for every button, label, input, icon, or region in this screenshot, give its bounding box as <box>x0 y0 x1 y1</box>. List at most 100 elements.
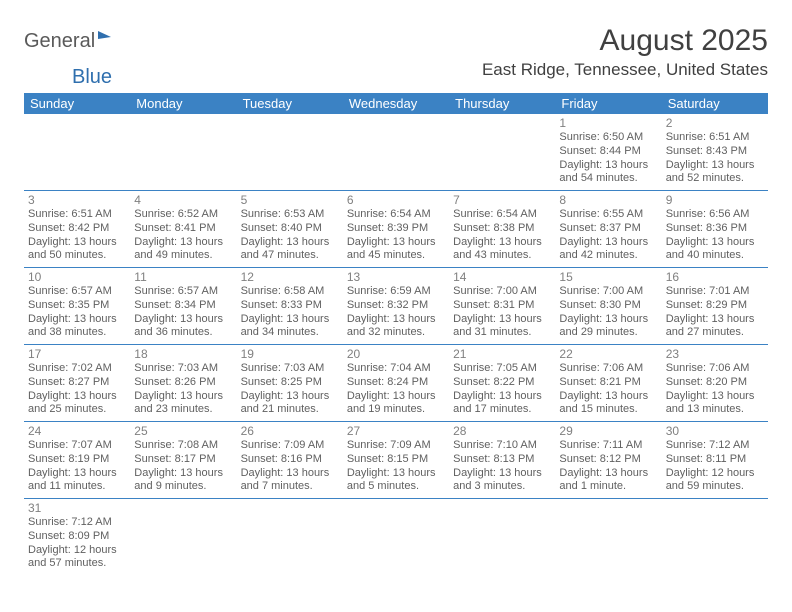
day-number: 20 <box>347 347 445 361</box>
calendar-day-cell <box>449 499 555 576</box>
day-info: Sunrise: 6:56 AMSunset: 8:36 PMDaylight:… <box>666 208 764 263</box>
day-number: 19 <box>241 347 339 361</box>
day-number: 9 <box>666 193 764 207</box>
calendar-day-cell: 27Sunrise: 7:09 AMSunset: 8:15 PMDayligh… <box>343 422 449 499</box>
day-number: 6 <box>347 193 445 207</box>
day-info: Sunrise: 6:57 AMSunset: 8:35 PMDaylight:… <box>28 285 126 340</box>
day-number: 3 <box>28 193 126 207</box>
calendar-day-cell: 26Sunrise: 7:09 AMSunset: 8:16 PMDayligh… <box>237 422 343 499</box>
day-number: 12 <box>241 270 339 284</box>
day-info: Sunrise: 7:12 AMSunset: 8:11 PMDaylight:… <box>666 439 764 494</box>
weekday-header: Wednesday <box>343 93 449 114</box>
calendar-day-cell: 1Sunrise: 6:50 AMSunset: 8:44 PMDaylight… <box>555 114 661 191</box>
day-info: Sunrise: 7:06 AMSunset: 8:21 PMDaylight:… <box>559 362 657 417</box>
calendar-day-cell: 10Sunrise: 6:57 AMSunset: 8:35 PMDayligh… <box>24 268 130 345</box>
day-info: Sunrise: 6:51 AMSunset: 8:43 PMDaylight:… <box>666 131 764 186</box>
calendar-day-cell: 21Sunrise: 7:05 AMSunset: 8:22 PMDayligh… <box>449 345 555 422</box>
calendar-day-cell: 31Sunrise: 7:12 AMSunset: 8:09 PMDayligh… <box>24 499 130 576</box>
day-info: Sunrise: 7:08 AMSunset: 8:17 PMDaylight:… <box>134 439 232 494</box>
day-number: 17 <box>28 347 126 361</box>
calendar-day-cell <box>449 114 555 191</box>
day-number: 24 <box>28 424 126 438</box>
calendar-day-cell: 22Sunrise: 7:06 AMSunset: 8:21 PMDayligh… <box>555 345 661 422</box>
day-info: Sunrise: 7:12 AMSunset: 8:09 PMDaylight:… <box>28 516 126 571</box>
calendar-day-cell <box>662 499 768 576</box>
day-number: 26 <box>241 424 339 438</box>
calendar-week-row: 24Sunrise: 7:07 AMSunset: 8:19 PMDayligh… <box>24 422 768 499</box>
day-number: 15 <box>559 270 657 284</box>
calendar-day-cell: 14Sunrise: 7:00 AMSunset: 8:31 PMDayligh… <box>449 268 555 345</box>
day-info: Sunrise: 7:09 AMSunset: 8:16 PMDaylight:… <box>241 439 339 494</box>
day-number: 5 <box>241 193 339 207</box>
day-info: Sunrise: 7:11 AMSunset: 8:12 PMDaylight:… <box>559 439 657 494</box>
calendar-week-row: 31Sunrise: 7:12 AMSunset: 8:09 PMDayligh… <box>24 499 768 576</box>
calendar-day-cell: 17Sunrise: 7:02 AMSunset: 8:27 PMDayligh… <box>24 345 130 422</box>
day-info: Sunrise: 7:07 AMSunset: 8:19 PMDaylight:… <box>28 439 126 494</box>
calendar-week-row: 1Sunrise: 6:50 AMSunset: 8:44 PMDaylight… <box>24 114 768 191</box>
calendar-day-cell <box>237 499 343 576</box>
weekday-header: Saturday <box>662 93 768 114</box>
day-info: Sunrise: 6:54 AMSunset: 8:38 PMDaylight:… <box>453 208 551 263</box>
day-number: 1 <box>559 116 657 130</box>
logo-text-general: General <box>24 30 95 53</box>
calendar-day-cell: 19Sunrise: 7:03 AMSunset: 8:25 PMDayligh… <box>237 345 343 422</box>
calendar-day-cell: 8Sunrise: 6:55 AMSunset: 8:37 PMDaylight… <box>555 191 661 268</box>
flag-icon <box>97 30 117 51</box>
day-info: Sunrise: 6:57 AMSunset: 8:34 PMDaylight:… <box>134 285 232 340</box>
day-number: 4 <box>134 193 232 207</box>
logo: General <box>24 24 117 53</box>
calendar-day-cell: 20Sunrise: 7:04 AMSunset: 8:24 PMDayligh… <box>343 345 449 422</box>
day-number: 16 <box>666 270 764 284</box>
calendar-day-cell: 23Sunrise: 7:06 AMSunset: 8:20 PMDayligh… <box>662 345 768 422</box>
calendar-day-cell: 12Sunrise: 6:58 AMSunset: 8:33 PMDayligh… <box>237 268 343 345</box>
day-info: Sunrise: 6:58 AMSunset: 8:33 PMDaylight:… <box>241 285 339 340</box>
day-info: Sunrise: 6:54 AMSunset: 8:39 PMDaylight:… <box>347 208 445 263</box>
calendar-day-cell <box>555 499 661 576</box>
day-number: 13 <box>347 270 445 284</box>
calendar-day-cell: 5Sunrise: 6:53 AMSunset: 8:40 PMDaylight… <box>237 191 343 268</box>
day-info: Sunrise: 6:51 AMSunset: 8:42 PMDaylight:… <box>28 208 126 263</box>
calendar-day-cell: 18Sunrise: 7:03 AMSunset: 8:26 PMDayligh… <box>130 345 236 422</box>
day-info: Sunrise: 7:00 AMSunset: 8:31 PMDaylight:… <box>453 285 551 340</box>
calendar-day-cell <box>130 114 236 191</box>
day-info: Sunrise: 6:55 AMSunset: 8:37 PMDaylight:… <box>559 208 657 263</box>
calendar-day-cell: 28Sunrise: 7:10 AMSunset: 8:13 PMDayligh… <box>449 422 555 499</box>
calendar-week-row: 17Sunrise: 7:02 AMSunset: 8:27 PMDayligh… <box>24 345 768 422</box>
day-number: 31 <box>28 501 126 515</box>
calendar-day-cell: 4Sunrise: 6:52 AMSunset: 8:41 PMDaylight… <box>130 191 236 268</box>
day-number: 18 <box>134 347 232 361</box>
day-number: 22 <box>559 347 657 361</box>
day-info: Sunrise: 7:03 AMSunset: 8:25 PMDaylight:… <box>241 362 339 417</box>
calendar-day-cell: 6Sunrise: 6:54 AMSunset: 8:39 PMDaylight… <box>343 191 449 268</box>
day-number: 27 <box>347 424 445 438</box>
calendar-day-cell: 29Sunrise: 7:11 AMSunset: 8:12 PMDayligh… <box>555 422 661 499</box>
day-number: 11 <box>134 270 232 284</box>
day-info: Sunrise: 7:03 AMSunset: 8:26 PMDaylight:… <box>134 362 232 417</box>
calendar-day-cell <box>130 499 236 576</box>
weekday-header: Sunday <box>24 93 130 114</box>
calendar-day-cell: 9Sunrise: 6:56 AMSunset: 8:36 PMDaylight… <box>662 191 768 268</box>
calendar-day-cell: 11Sunrise: 6:57 AMSunset: 8:34 PMDayligh… <box>130 268 236 345</box>
calendar-day-cell: 24Sunrise: 7:07 AMSunset: 8:19 PMDayligh… <box>24 422 130 499</box>
calendar-day-cell: 3Sunrise: 6:51 AMSunset: 8:42 PMDaylight… <box>24 191 130 268</box>
weekday-header: Monday <box>130 93 236 114</box>
day-number: 8 <box>559 193 657 207</box>
calendar-day-cell <box>343 499 449 576</box>
day-info: Sunrise: 7:02 AMSunset: 8:27 PMDaylight:… <box>28 362 126 417</box>
calendar-week-row: 3Sunrise: 6:51 AMSunset: 8:42 PMDaylight… <box>24 191 768 268</box>
logo-text-blue: Blue <box>72 66 792 89</box>
calendar-day-cell: 13Sunrise: 6:59 AMSunset: 8:32 PMDayligh… <box>343 268 449 345</box>
day-number: 2 <box>666 116 764 130</box>
day-number: 7 <box>453 193 551 207</box>
calendar-day-cell <box>237 114 343 191</box>
day-number: 14 <box>453 270 551 284</box>
day-info: Sunrise: 7:01 AMSunset: 8:29 PMDaylight:… <box>666 285 764 340</box>
day-number: 23 <box>666 347 764 361</box>
day-number: 10 <box>28 270 126 284</box>
calendar-day-cell <box>24 114 130 191</box>
calendar-day-cell: 30Sunrise: 7:12 AMSunset: 8:11 PMDayligh… <box>662 422 768 499</box>
calendar-day-cell: 15Sunrise: 7:00 AMSunset: 8:30 PMDayligh… <box>555 268 661 345</box>
day-info: Sunrise: 6:59 AMSunset: 8:32 PMDaylight:… <box>347 285 445 340</box>
day-number: 25 <box>134 424 232 438</box>
calendar-day-cell: 2Sunrise: 6:51 AMSunset: 8:43 PMDaylight… <box>662 114 768 191</box>
